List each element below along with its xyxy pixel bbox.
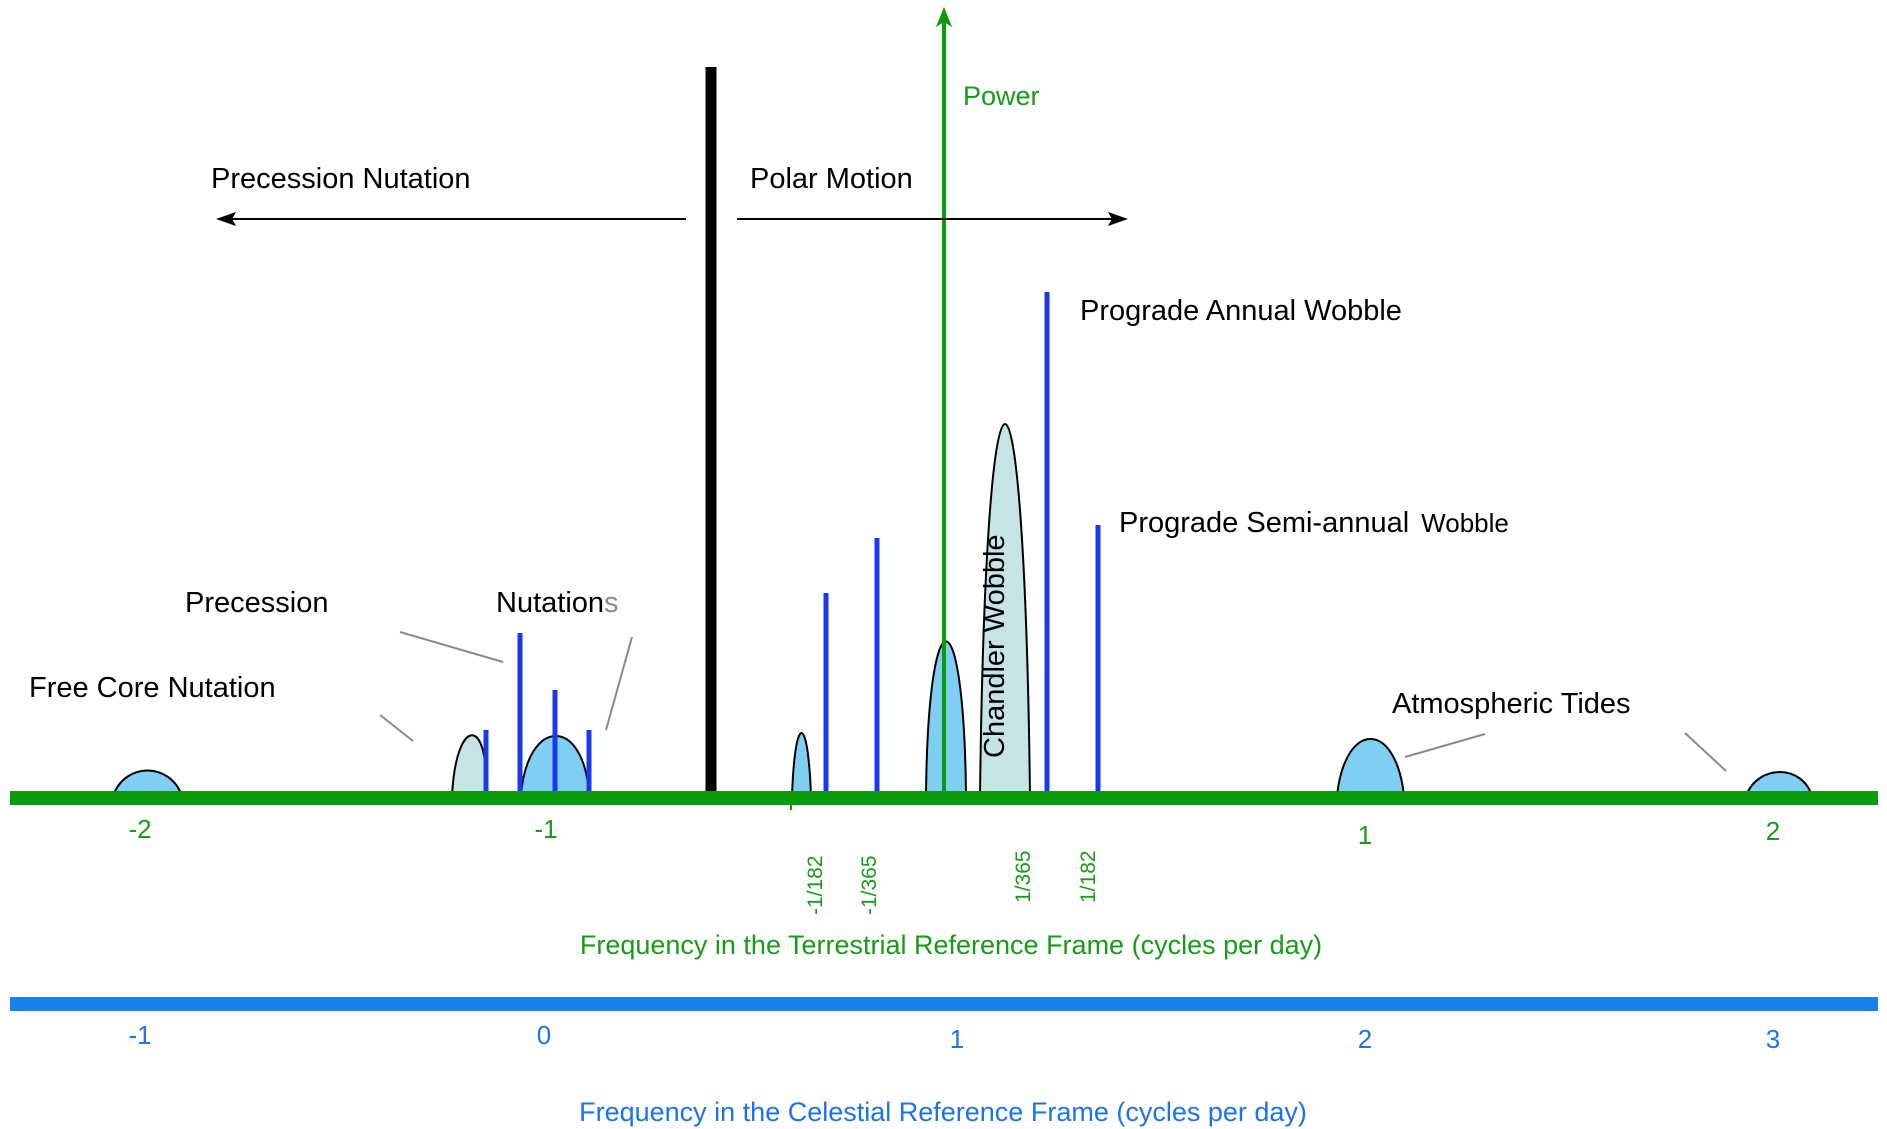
celestial-tick: 2 (1358, 1024, 1372, 1054)
terrestrial-fraction-ticks: -1/182 -1/365 1/365 1/182 (804, 850, 1100, 915)
atmospheric-tides-leader-2 (1684, 732, 1727, 772)
celestial-tick: 1 (950, 1024, 964, 1054)
arrow-left-icon (216, 212, 236, 226)
nutations-suffix: s (604, 587, 619, 619)
atmospheric-tides-leader-1 (1404, 733, 1486, 758)
fraction-tick: -1/182 (804, 855, 827, 915)
free-core-nutation-peak (450, 734, 488, 797)
arrow-up-icon (936, 7, 952, 27)
terrestrial-tick: 2 (1766, 816, 1780, 846)
terrestrial-axis (10, 791, 1878, 805)
terrestrial-tick-labels: -2 -1 1 2 (128, 814, 1780, 850)
nutations-leader (605, 636, 633, 731)
free-core-nutation-label: Free Core Nutation (29, 672, 276, 704)
small-polar-peak (790, 732, 813, 797)
arrow-right-icon (1108, 212, 1128, 226)
fraction-tick: -1/365 (858, 855, 881, 915)
precession-nutation-label: Precession Nutation (211, 163, 471, 195)
celestial-tick: -1 (128, 1020, 151, 1050)
terrestrial-axis-title: Frequency in the Terrestrial Reference F… (580, 930, 1322, 960)
peaks (111, 423, 1814, 797)
polar-motion-label: Polar Motion (750, 163, 913, 195)
celestial-axis (10, 997, 1878, 1011)
nutations-text: Nutation (496, 587, 604, 619)
terrestrial-tick: 1 (1358, 820, 1372, 850)
atmospheric-tides-label: Atmospheric Tides (1392, 688, 1631, 720)
spectral-lines (483, 292, 1101, 794)
terrestrial-tick: -2 (128, 814, 151, 844)
fraction-tick: 1/365 (1012, 850, 1035, 903)
terrestrial-tick: -1 (534, 814, 557, 844)
atmospheric-tide-peak-1 (1335, 738, 1406, 797)
celestial-tick: 0 (537, 1020, 551, 1050)
free-core-nutation-leader (379, 714, 414, 742)
precession-leader (399, 631, 504, 663)
precession-label: Precession (185, 587, 328, 619)
nutations-label: Nutations (496, 587, 619, 619)
celestial-tick: 3 (1766, 1024, 1780, 1054)
prograde-semiannual-wobble-word: Wobble (1421, 508, 1509, 538)
power-label: Power (963, 81, 1040, 111)
celestial-axis-title: Frequency in the Celestial Reference Fra… (579, 1097, 1307, 1127)
celestial-tick-labels: -1 0 1 2 3 (128, 1020, 1780, 1054)
leader-lines (379, 631, 1727, 772)
prograde-semiannual-text: Prograde Semi-annual (1119, 507, 1409, 539)
chandler-wobble-label: Chandler Wobble (979, 534, 1011, 758)
chandler-wobble-peak (978, 423, 1032, 797)
fraction-tick: 1/182 (1077, 850, 1100, 903)
prograde-semiannual-wobble-label: Prograde Semi-annual Wobble (1119, 507, 1509, 539)
prograde-annual-wobble-label: Prograde Annual Wobble (1080, 295, 1402, 327)
